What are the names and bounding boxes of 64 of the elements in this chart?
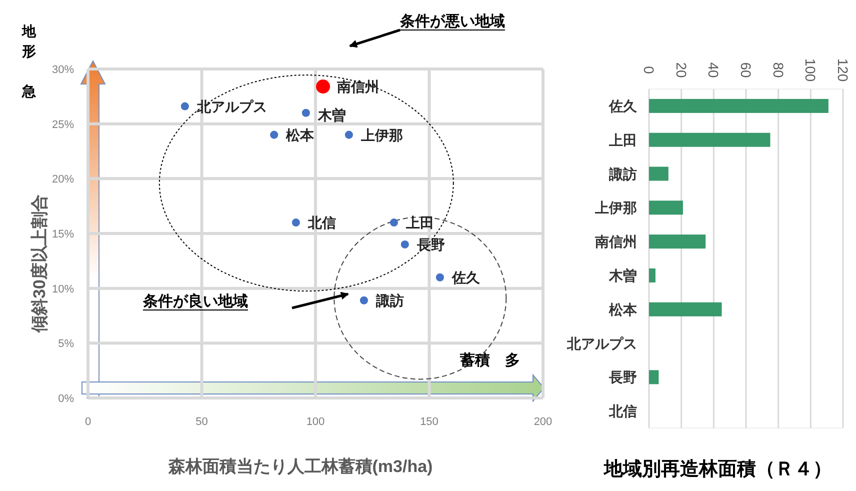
y-tick-label: 25% bbox=[52, 118, 74, 131]
data-label: 上伊那 bbox=[360, 126, 403, 143]
y-tick-label: 長野 bbox=[608, 369, 637, 386]
y-tick-label: 上田 bbox=[608, 132, 637, 148]
y-axis-title: 傾斜30度以上割合 bbox=[30, 194, 49, 334]
x-tick-label: 60 bbox=[738, 62, 754, 78]
bar bbox=[649, 166, 668, 181]
x-tick-label: 40 bbox=[706, 62, 722, 78]
y-tick-label: 南信州 bbox=[594, 234, 637, 250]
y-tick-label: 上伊那 bbox=[594, 200, 637, 216]
x-tick-label: 200 bbox=[534, 416, 552, 428]
data-label: 木曽 bbox=[316, 106, 346, 123]
point bbox=[270, 130, 278, 139]
y-tick-label: 北信 bbox=[608, 403, 637, 420]
point bbox=[390, 218, 398, 227]
bar bbox=[649, 268, 656, 282]
data-label: 北信 bbox=[306, 214, 336, 231]
y-tick-label: 5% bbox=[58, 338, 74, 350]
x-tick-label: 150 bbox=[420, 416, 438, 428]
y-tick-label: 佐久 bbox=[608, 98, 638, 114]
y-tick-label: 0% bbox=[58, 393, 74, 405]
point bbox=[180, 102, 189, 110]
y-tick-label: 20% bbox=[52, 174, 74, 186]
x-tick-label: 80 bbox=[770, 62, 786, 78]
data-label: 松本 bbox=[285, 126, 316, 143]
bar bbox=[649, 234, 706, 249]
point bbox=[360, 296, 368, 304]
x-tick-label: 50 bbox=[196, 416, 208, 428]
x-axis-title: 森林面積当たり人工林蓄積(m3/ha) bbox=[167, 457, 433, 476]
data-label: 北アルプス bbox=[196, 98, 267, 114]
data-label: 諏訪 bbox=[374, 292, 404, 308]
x-tick-label: 100 bbox=[802, 58, 819, 82]
point bbox=[344, 130, 353, 139]
bar bbox=[649, 98, 828, 113]
data-label: 佐久 bbox=[450, 269, 481, 286]
point bbox=[436, 273, 444, 282]
bar bbox=[649, 302, 722, 316]
x-tick-label: 120 bbox=[835, 58, 851, 82]
x-tick-label: 20 bbox=[673, 62, 690, 78]
point bbox=[302, 108, 310, 117]
data-label: 上田 bbox=[404, 214, 434, 231]
y-tick-label: 10% bbox=[52, 283, 74, 296]
y-tick-label: 諏訪 bbox=[608, 166, 637, 182]
data-label: 長野 bbox=[416, 236, 445, 252]
text: 地域別再造林面積（Ｒ４） bbox=[603, 458, 832, 480]
bar bbox=[649, 132, 770, 147]
point bbox=[400, 240, 409, 248]
bar bbox=[649, 200, 683, 215]
annotation: 条件が良い地域 bbox=[142, 292, 248, 310]
y-tick-label: 15% bbox=[52, 228, 74, 240]
y-tick-label: 木曽 bbox=[608, 267, 637, 284]
y-tick-label: 北アルプス bbox=[566, 335, 637, 352]
bar bbox=[649, 370, 659, 384]
text: 条件が悪い地域 bbox=[399, 13, 505, 30]
x-tick-label: 0 bbox=[84, 416, 92, 428]
x-tick-label: 0 bbox=[641, 66, 657, 74]
point bbox=[292, 218, 300, 227]
y-tick-label: 30% bbox=[52, 64, 74, 76]
x-tick-label: 100 bbox=[306, 416, 325, 428]
data-label: 南信州 bbox=[336, 78, 380, 95]
annotation: 蓄積 多 bbox=[459, 352, 520, 369]
y-tick-label: 松本 bbox=[608, 301, 638, 318]
text: 地形 bbox=[21, 23, 37, 59]
text: 急 bbox=[21, 83, 37, 99]
